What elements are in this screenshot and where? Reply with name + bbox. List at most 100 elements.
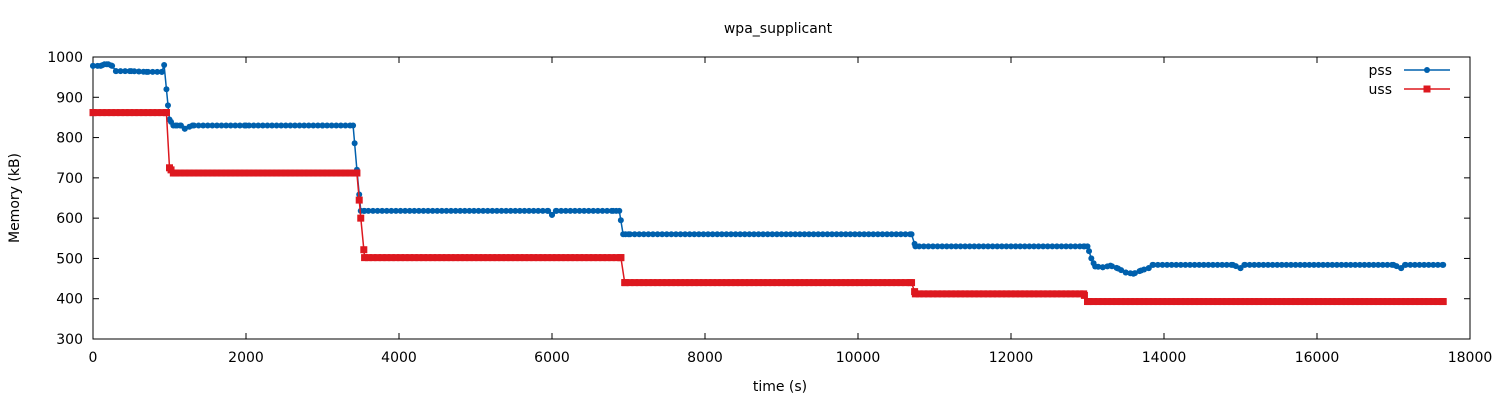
pss-point xyxy=(535,207,542,214)
pss-point xyxy=(411,207,418,214)
uss-point xyxy=(121,109,129,117)
pss-point xyxy=(640,231,647,238)
pss-point xyxy=(819,231,826,238)
uss-point xyxy=(952,290,960,298)
pss-point xyxy=(1049,243,1056,250)
pss-point xyxy=(884,231,891,238)
x-tick-label: 12000 xyxy=(989,350,1034,366)
pss-point xyxy=(250,122,257,129)
pss-point xyxy=(1401,261,1408,268)
pss-point xyxy=(943,243,950,250)
uss-point xyxy=(433,254,441,262)
uss-point xyxy=(1301,298,1309,306)
uss-point xyxy=(722,279,730,287)
uss-point xyxy=(1374,298,1382,306)
pss-point xyxy=(1072,243,1079,250)
uss-point xyxy=(1383,298,1391,306)
pss-point xyxy=(223,122,230,129)
uss-point xyxy=(1099,298,1107,306)
pss-point xyxy=(1092,263,1099,270)
uss-point xyxy=(773,279,781,287)
pss-point xyxy=(581,207,588,214)
pss-point xyxy=(599,207,606,214)
pss-point xyxy=(682,231,689,238)
uss-point xyxy=(1218,298,1226,306)
uss-point xyxy=(484,254,492,262)
uss-point xyxy=(667,279,675,287)
pss-point xyxy=(1219,261,1226,268)
pss-point xyxy=(1440,261,1447,268)
axis-ticks: 0 2000 4000 6000 8000 10000 12000 14000 16000 180… xyxy=(47,50,1492,366)
uss-point xyxy=(1149,298,1157,306)
pss-point xyxy=(1063,243,1070,250)
pss-point xyxy=(475,207,482,214)
uss-point xyxy=(406,254,414,262)
uss-point xyxy=(309,169,317,177)
pss-point xyxy=(620,231,627,238)
pss-point xyxy=(966,243,973,250)
uss-point xyxy=(1287,298,1295,306)
uss-point xyxy=(823,279,831,287)
uss-point xyxy=(328,169,336,177)
pss-point xyxy=(677,231,684,238)
uss-point xyxy=(98,109,106,117)
pss-point xyxy=(985,243,992,250)
uss-point xyxy=(1292,298,1300,306)
uss-point xyxy=(525,254,533,262)
pss-point xyxy=(545,207,552,214)
uss-point xyxy=(465,254,473,262)
uss-point xyxy=(1324,298,1332,306)
pss-point xyxy=(1099,264,1106,271)
uss-point xyxy=(672,279,680,287)
uss-line xyxy=(93,111,1444,303)
pss-point xyxy=(457,207,464,214)
uss-point xyxy=(190,169,198,177)
pss-point xyxy=(1086,248,1093,255)
uss-point xyxy=(1177,298,1185,306)
pss-point xyxy=(691,231,698,238)
uss-point xyxy=(520,254,528,262)
uss-point xyxy=(1039,290,1047,298)
pss-point xyxy=(828,231,835,238)
uss-point xyxy=(1053,290,1061,298)
uss-point xyxy=(1057,290,1065,298)
pss-point xyxy=(773,231,780,238)
uss-point xyxy=(502,254,510,262)
y-tick-label: 300 xyxy=(56,332,83,348)
uss-point xyxy=(878,279,886,287)
pss-point xyxy=(1229,261,1236,268)
pss-point xyxy=(1164,261,1171,268)
uss-point xyxy=(1264,298,1272,306)
pss-point xyxy=(539,207,546,214)
pss-point xyxy=(369,207,376,214)
uss-point xyxy=(782,279,790,287)
uss-point xyxy=(1067,290,1075,298)
uss-point xyxy=(1200,298,1208,306)
uss-point xyxy=(732,279,740,287)
uss-point xyxy=(1113,298,1121,306)
legend-label-uss: uss xyxy=(1369,82,1392,98)
pss-point xyxy=(1260,261,1267,268)
uss-point xyxy=(768,279,776,287)
uss-point xyxy=(901,279,909,287)
pss-point xyxy=(1058,243,1065,250)
uss-point xyxy=(860,279,868,287)
uss-point xyxy=(640,279,648,287)
uss-point xyxy=(1420,298,1428,306)
uss-point xyxy=(846,279,854,287)
pss-point xyxy=(448,207,455,214)
uss-point xyxy=(222,169,230,177)
pss-point xyxy=(243,122,249,129)
pss-point xyxy=(851,231,858,238)
uss-point xyxy=(686,279,694,287)
pss-point xyxy=(957,243,964,250)
pss-point xyxy=(342,122,349,129)
pss-point xyxy=(461,207,468,214)
pss-point xyxy=(897,231,904,238)
uss-point xyxy=(805,279,813,287)
uss-point xyxy=(924,290,932,298)
uss-point xyxy=(94,109,102,117)
uss-point xyxy=(709,279,717,287)
uss-point xyxy=(240,169,248,177)
pss-point xyxy=(163,86,170,93)
